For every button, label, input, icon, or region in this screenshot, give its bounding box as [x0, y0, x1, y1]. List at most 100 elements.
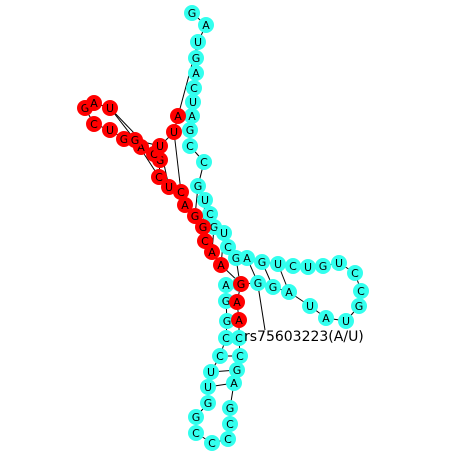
nucleotide: U: [300, 259, 316, 275]
nucleotide: U: [197, 192, 213, 208]
nucleotide-letter: A: [202, 19, 210, 32]
nucleotide: A: [170, 108, 186, 124]
nucleotide-letter: G: [319, 260, 328, 273]
nucleotide-letter: C: [206, 208, 214, 221]
nucleotide-letter: G: [188, 7, 197, 20]
nucleotide: U: [102, 122, 118, 138]
nucleotide: C: [151, 169, 167, 185]
nucleotide-letter: A: [192, 67, 200, 80]
nucleotide: U: [331, 255, 347, 271]
nucleotide-letter: U: [106, 102, 114, 115]
nucleotide: A: [231, 312, 247, 328]
nucleotide: A: [198, 17, 214, 33]
nucleotide-letter: G: [186, 124, 195, 137]
nucleotide-letter: C: [177, 186, 185, 199]
nucleotide-letter: C: [224, 433, 232, 446]
nucleotide-letter: U: [165, 181, 173, 194]
nucleotide-letter: C: [222, 332, 230, 345]
nucleotide: C: [353, 283, 369, 299]
nucleotide-letter: G: [232, 252, 241, 265]
nucleotide-letter: C: [186, 140, 194, 153]
nucleotide-letter: A: [208, 246, 216, 259]
nucleotide: C: [220, 431, 236, 447]
nucleotide: U: [102, 100, 118, 116]
nucleotide-letter: G: [258, 256, 267, 269]
nucleotide-letter: G: [269, 281, 278, 294]
nucleotide: C: [204, 435, 220, 451]
nucleotide: U: [152, 138, 168, 154]
nucleotide-letter: A: [235, 314, 243, 327]
nucleotide: C: [196, 154, 212, 170]
nucleotide-letter: C: [192, 427, 200, 440]
nucleotide-letter: G: [131, 134, 140, 147]
nucleotide: U: [216, 225, 232, 241]
nucleotide-letter: A: [322, 312, 330, 325]
nucleotide-letter: G: [237, 278, 246, 291]
nucleotide-letter: U: [106, 124, 114, 137]
nucleotide: A: [184, 108, 200, 124]
nucleotide-letter: U: [207, 366, 215, 379]
nucleotide-letter: U: [201, 194, 209, 207]
nucleotide-letter: G: [222, 295, 231, 308]
nucleotide-letter: C: [235, 332, 243, 345]
nucleotide-letter: G: [120, 133, 129, 146]
nucleotide: G: [315, 258, 331, 274]
nucleotide-letter: C: [351, 267, 359, 280]
nucleotide: G: [200, 395, 216, 411]
nucleotide: C: [347, 265, 363, 281]
nucleotide-letter: A: [174, 110, 182, 123]
nucleotide: A: [281, 284, 297, 300]
nucleotide: G: [190, 178, 206, 194]
nucleotide: U: [166, 124, 182, 140]
nucleotide-letter: U: [306, 300, 314, 313]
nucleotide-letter: C: [201, 235, 209, 248]
nucleotide: G: [222, 400, 238, 416]
nucleotide: U: [270, 256, 286, 272]
nucleotide: A: [229, 294, 245, 310]
nucleotide-letter: C: [236, 350, 244, 363]
nucleotide-letter: U: [170, 126, 178, 139]
nucleotide-layer: GAUGACUAGCCGUCGUCGAGUCUGUCCGUAUAGGCAGGCC…: [77, 5, 369, 451]
nucleotide-letter: A: [181, 199, 189, 212]
nucleotide: G: [182, 122, 198, 138]
nucleotide-letter: C: [200, 156, 208, 169]
nucleotide: A: [239, 250, 255, 266]
nucleotide-letter: U: [342, 315, 350, 328]
nucleotide-letter: G: [254, 277, 263, 290]
nucleotide-letter: A: [90, 97, 98, 110]
nucleotide-letter: G: [223, 315, 232, 328]
nucleotide-letter: G: [192, 52, 201, 65]
snp-annotation-label: rs75603223(A/U): [244, 329, 364, 345]
nucleotide: U: [200, 379, 216, 395]
nucleotide-letter: C: [208, 437, 216, 450]
nucleotide: A: [218, 277, 234, 293]
nucleotide-letter: A: [222, 279, 230, 292]
nucleotide-letter: U: [274, 258, 282, 271]
nucleotide-letter: G: [204, 397, 213, 410]
nucleotide-letter: U: [194, 36, 202, 49]
nucleotide: G: [233, 276, 249, 292]
nucleotide-letter: A: [188, 110, 196, 123]
nucleotide: U: [302, 298, 318, 314]
nucleotide: G: [188, 409, 204, 425]
nucleotide-letter: G: [226, 402, 235, 415]
nucleotide: C: [86, 116, 102, 132]
nucleotide-letter: C: [357, 285, 365, 298]
nucleotide-letter: U: [204, 381, 212, 394]
nucleotide-letter: G: [355, 300, 364, 313]
nucleotide-letter: C: [190, 82, 198, 95]
nucleotide: G: [127, 132, 143, 148]
nucleotide: G: [265, 279, 281, 295]
nucleotide: C: [197, 233, 213, 249]
nucleotide-letter: C: [216, 350, 224, 363]
nucleotide-letter: C: [226, 418, 234, 431]
nucleotide: G: [229, 362, 245, 378]
nucleotide-letter: U: [156, 140, 164, 153]
nucleotide-letter: A: [230, 377, 238, 390]
nucleotide-letter: U: [335, 257, 343, 270]
nucleotide-letter: A: [217, 259, 225, 272]
nucleotide-letter: C: [90, 118, 98, 131]
nucleotide: A: [213, 257, 229, 273]
